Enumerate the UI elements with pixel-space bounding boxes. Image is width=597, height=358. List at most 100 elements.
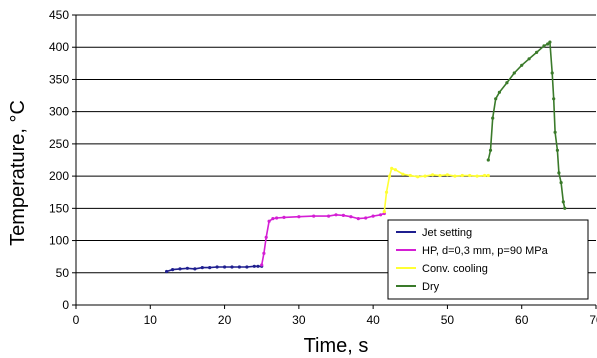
data-point-dry (488, 148, 493, 152)
data-point-dry (548, 40, 552, 44)
x-tick-label: 50 (441, 313, 455, 327)
data-point-conv-cooling (423, 174, 427, 178)
data-point-conv-cooling (393, 168, 397, 172)
x-tick-label: 10 (144, 313, 158, 327)
x-tick-label: 20 (218, 313, 232, 327)
data-point-jet-setting (208, 266, 212, 270)
data-point-hp-d-0-3-mm-p-90-mpa (260, 263, 264, 267)
data-point-hp-d-0-3-mm-p-90-mpa (327, 214, 331, 218)
data-point-conv-cooling (468, 173, 472, 178)
data-point-dry (505, 81, 509, 85)
data-point-dry (555, 148, 560, 152)
y-tick-label: 150 (49, 201, 69, 215)
data-point-hp-d-0-3-mm-p-90-mpa (334, 213, 338, 217)
data-point-jet-setting (215, 265, 219, 269)
data-point-conv-cooling (460, 173, 464, 178)
data-point-conv-cooling (416, 175, 420, 179)
series-line-dry (487, 40, 566, 209)
data-point-conv-cooling (483, 173, 487, 178)
axes (72, 14, 597, 309)
data-point-jet-setting (178, 267, 182, 271)
data-point-hp-d-0-3-mm-p-90-mpa (275, 216, 279, 220)
data-point-hp-d-0-3-mm-p-90-mpa (341, 213, 345, 217)
data-point-jet-setting (237, 265, 241, 269)
data-point-dry (553, 130, 557, 134)
data-point-conv-cooling (445, 173, 449, 177)
x-tick-label: 30 (292, 313, 306, 327)
data-point-dry (552, 97, 556, 101)
series-line-hp-d-0-3-mm-p-90-mpa (260, 212, 385, 266)
y-tick-label: 350 (49, 72, 69, 86)
data-point-dry (535, 50, 539, 55)
data-point-jet-setting (165, 269, 169, 274)
grid-lines (76, 14, 596, 274)
tick-labels: 0 50 100 150 200 250 300 350 400 450 0 10 20 30 40 50 60… (49, 8, 597, 327)
data-point-dry (542, 44, 546, 48)
data-point-dry (512, 71, 516, 75)
data-point-conv-cooling (408, 173, 412, 178)
data-point-hp-d-0-3-mm-p-90-mpa (297, 215, 301, 219)
data-point-dry (527, 57, 531, 61)
data-point-jet-setting (256, 264, 260, 268)
y-tick-label: 50 (56, 266, 70, 280)
data-point-hp-d-0-3-mm-p-90-mpa (364, 216, 368, 220)
y-tick-label: 400 (49, 40, 69, 54)
data-point-dry (497, 90, 501, 94)
data-point-dry (486, 158, 490, 162)
data-point-conv-cooling (401, 172, 405, 176)
data-point-dry (563, 206, 567, 210)
data-point-conv-cooling (382, 210, 386, 214)
data-point-dry (561, 200, 565, 204)
data-point-hp-d-0-3-mm-p-90-mpa (371, 214, 375, 218)
data-point-dry (559, 181, 563, 185)
x-tick-label: 70 (589, 313, 597, 327)
legend: Jet setting HP, d=0,3 mm, p=90 MPa Conv. c… (387, 219, 589, 300)
y-tick-label: 300 (49, 105, 69, 119)
data-point-jet-setting (200, 266, 204, 270)
y-axis-title: Temperature, °C (7, 100, 29, 246)
data-point-jet-setting (230, 265, 234, 269)
series-line-conv-cooling (383, 167, 489, 212)
y-tick-label: 200 (49, 169, 69, 183)
x-tick-label: 60 (515, 313, 529, 327)
y-tick-label: 250 (49, 137, 69, 151)
data-point-jet-setting (223, 265, 227, 269)
data-point-jet-setting (252, 264, 256, 268)
data-point-conv-cooling (438, 173, 442, 178)
data-point-conv-cooling (431, 173, 435, 177)
legend-label-hp-d-0-3-mm-p-90-mpa: HP, d=0,3 mm, p=90 MPa (422, 245, 549, 257)
data-point-dry (491, 116, 495, 120)
data-point-conv-cooling (387, 174, 392, 178)
data-point-dry (494, 97, 498, 101)
y-tick-label: 0 (62, 298, 69, 312)
y-tick-label: 450 (49, 8, 69, 22)
data-point-dry (520, 63, 524, 67)
data-point-hp-d-0-3-mm-p-90-mpa (264, 235, 268, 239)
y-tick-label: 100 (49, 234, 69, 248)
data-point-jet-setting (171, 268, 175, 272)
data-point-jet-setting (245, 265, 249, 269)
data-point-dry (546, 42, 550, 46)
legend-box (387, 219, 589, 300)
data-point-dry (550, 71, 554, 75)
data-point-conv-cooling (475, 174, 479, 178)
data-point-hp-d-0-3-mm-p-90-mpa (379, 213, 383, 217)
data-point-hp-d-0-3-mm-p-90-mpa (356, 217, 360, 221)
x-tick-label: 0 (73, 313, 80, 327)
legend-label-conv-cooling: Conv. cooling (422, 263, 488, 275)
data-point-dry (557, 171, 561, 175)
x-tick-label: 40 (366, 313, 380, 327)
data-point-hp-d-0-3-mm-p-90-mpa (271, 217, 275, 221)
data-point-conv-cooling (486, 173, 490, 178)
data-point-hp-d-0-3-mm-p-90-mpa (349, 215, 353, 219)
data-point-hp-d-0-3-mm-p-90-mpa (267, 219, 271, 223)
data-point-jet-setting (193, 267, 197, 271)
legend-label-dry: Dry (422, 281, 440, 293)
x-axis-title: Time, s (304, 335, 369, 357)
data-point-hp-d-0-3-mm-p-90-mpa (282, 215, 286, 219)
data-point-hp-d-0-3-mm-p-90-mpa (262, 251, 266, 255)
data-point-conv-cooling (453, 174, 457, 178)
data-point-conv-cooling (390, 166, 394, 170)
data-point-hp-d-0-3-mm-p-90-mpa (312, 214, 316, 218)
